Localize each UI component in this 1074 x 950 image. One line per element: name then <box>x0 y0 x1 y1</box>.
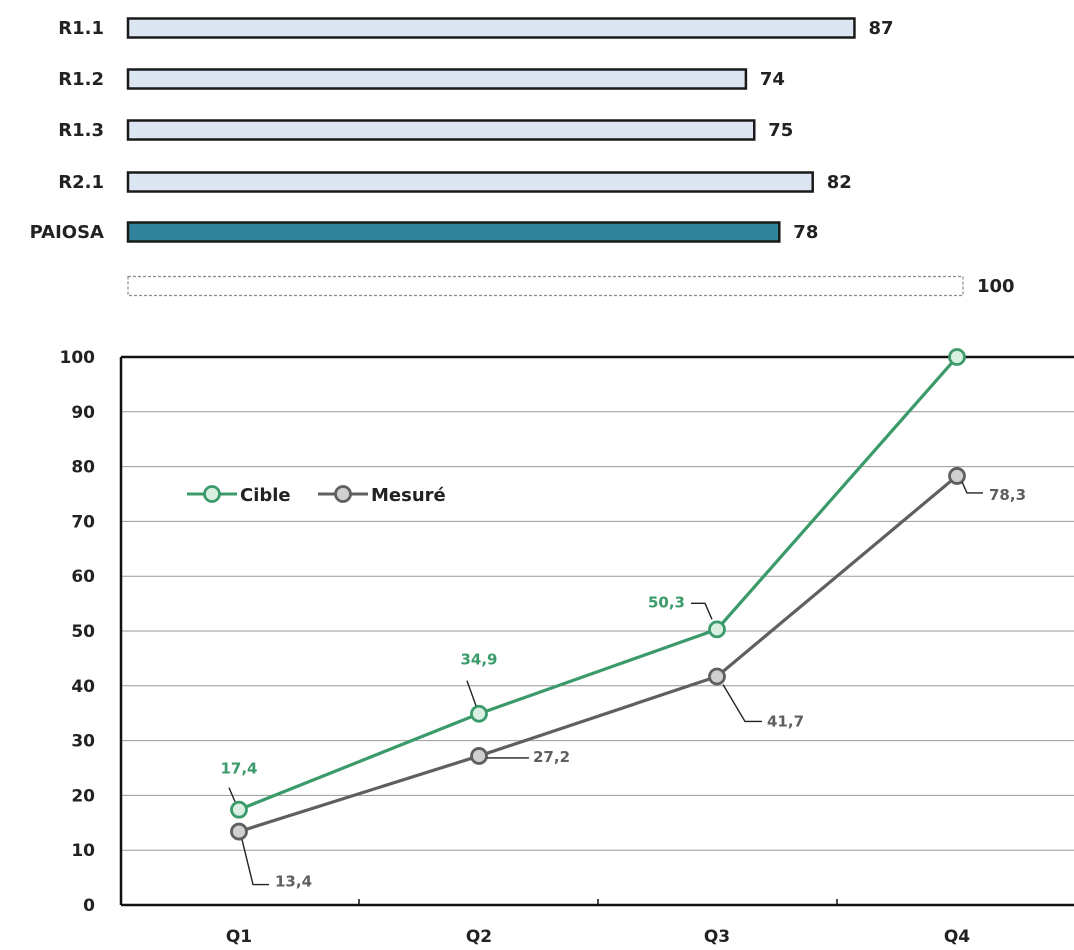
bar-category-label: R1.2 <box>58 69 104 90</box>
bar <box>126 17 856 39</box>
x-tick-label: Q4 <box>944 927 970 947</box>
data-label-leader <box>466 680 477 706</box>
data-label: 41,7 <box>767 712 804 730</box>
bar <box>126 119 756 141</box>
legend-label: Mesuré <box>371 485 446 506</box>
bar <box>126 221 781 243</box>
y-tick-label: 20 <box>71 786 95 806</box>
y-tick-label: 50 <box>71 622 95 642</box>
data-label-leader <box>241 839 269 886</box>
bar-value-label: 74 <box>760 69 785 90</box>
series-line-cible <box>238 355 959 812</box>
data-label-leader <box>722 684 762 723</box>
data-point <box>948 467 966 485</box>
y-tick-label: 40 <box>71 677 95 697</box>
data-label: 27,2 <box>533 748 570 766</box>
line-chart: 0 10 20 30 40 50 60 70 80 90 100 Q1 Q2 Q3 Q4 17,4 34,9 50… <box>60 348 1074 947</box>
data-point <box>230 822 248 841</box>
data-point <box>708 620 726 639</box>
y-tick-label: 80 <box>71 458 95 478</box>
y-tick-label: 70 <box>71 512 95 532</box>
data-label-leader <box>691 602 713 620</box>
data-label: 17,4 <box>220 760 257 778</box>
y-tick-label: 10 <box>71 841 95 861</box>
bar <box>127 275 964 297</box>
bar-category-label: R1.1 <box>58 18 104 39</box>
bar <box>126 171 814 193</box>
data-point <box>470 747 488 765</box>
data-label: 13,4 <box>275 873 312 891</box>
bar-category-label: R2.1 <box>58 172 104 193</box>
data-point <box>708 667 726 686</box>
y-tick-label: 100 <box>60 348 96 368</box>
data-label-leader <box>228 787 236 802</box>
bar-value-label: 78 <box>793 222 818 243</box>
bar-value-label: 82 <box>827 172 852 193</box>
x-tick-label: Q2 <box>466 927 492 947</box>
bar-value-label: 87 <box>868 18 893 39</box>
y-tick-label: 90 <box>71 403 95 423</box>
data-label: 78,3 <box>989 486 1026 504</box>
y-tick-label: 0 <box>83 896 95 916</box>
data-point <box>948 348 966 366</box>
horizontal-bar-chart: R1.1 87 R1.2 74 R1.3 75 R2.1 82 PAIOSA 78 100 <box>30 17 1015 297</box>
bar-value-label: 100 <box>977 276 1015 297</box>
data-label: 50,3 <box>648 593 685 611</box>
data-label: 34,9 <box>460 651 497 669</box>
bar-category-label: PAIOSA <box>30 222 104 243</box>
bar-category-label: R1.3 <box>58 120 104 141</box>
legend-label: Cible <box>240 485 291 506</box>
data-label-leader <box>961 481 983 494</box>
legend-marker <box>203 485 221 503</box>
legend-marker <box>334 485 352 503</box>
x-tick-label: Q3 <box>704 927 730 947</box>
series-line-mesuré <box>238 474 959 834</box>
data-point <box>230 800 248 819</box>
y-tick-label: 30 <box>71 732 95 752</box>
bar <box>126 68 748 90</box>
bar-value-label: 75 <box>768 120 793 141</box>
x-tick-label: Q1 <box>226 927 252 947</box>
data-point <box>470 704 488 723</box>
y-tick-label: 60 <box>71 567 95 587</box>
